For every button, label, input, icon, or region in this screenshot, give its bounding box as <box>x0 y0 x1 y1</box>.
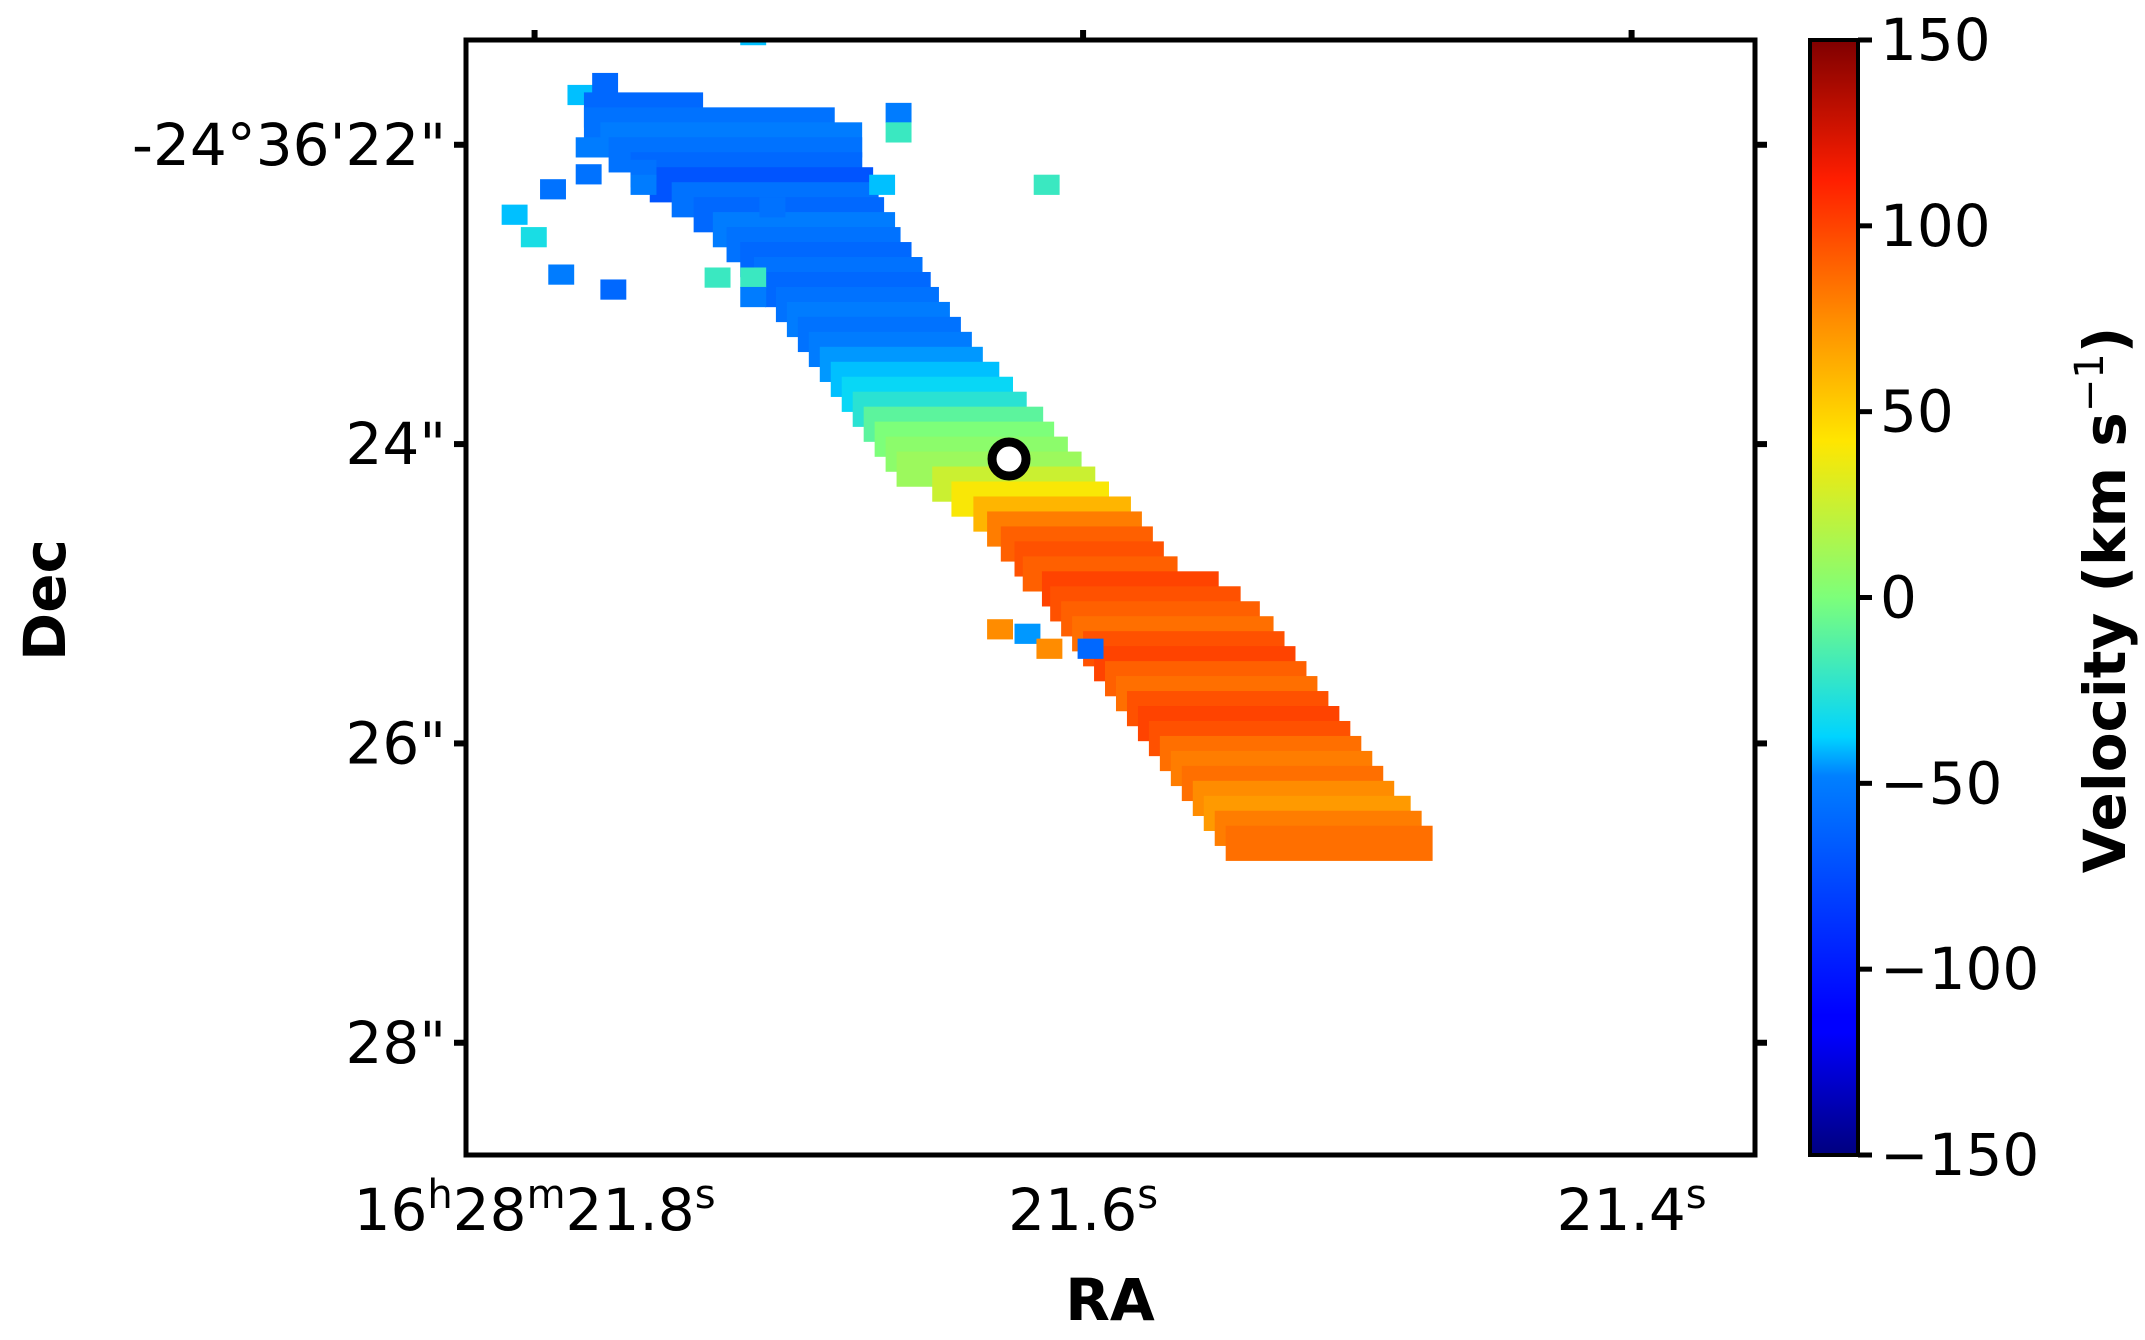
source-marker <box>987 437 1031 481</box>
x-tick-label-part: 21.4 <box>1557 1176 1686 1244</box>
x-tick-label-part: 16 <box>354 1176 428 1244</box>
velocity-pixel <box>501 204 528 225</box>
x-axis-title: RA <box>1065 1266 1155 1334</box>
colorbar-ticks: 150 100 50 0 −50 −100 −150 <box>1858 6 2039 1189</box>
x-tick-label-part: s <box>1137 1172 1158 1218</box>
y-tick-label: -24°36'22" <box>132 111 446 179</box>
colorbar-gradient <box>1808 38 1860 1157</box>
x-tick-label-part: 21.6 <box>1008 1176 1137 1244</box>
y-tick-label: 24" <box>346 410 446 478</box>
velocity-pixel <box>520 227 547 248</box>
velocity-pixel <box>704 267 731 288</box>
x-tick-label: 21.6s <box>1008 1172 1158 1244</box>
velocity-pixel-block <box>1225 825 1433 861</box>
colorbar-title-close: ) <box>2071 327 2139 354</box>
velocity-pixel <box>740 267 767 288</box>
x-tick-label: 16h28m21.8s <box>354 1172 716 1244</box>
x-tick-label-part: 28 <box>453 1176 527 1244</box>
velocity-pixel <box>759 197 786 218</box>
velocity-pixel <box>740 286 767 308</box>
velocity-pixel <box>885 102 912 124</box>
velocity-pixel <box>575 164 602 185</box>
colorbar-title-text: Velocity (km s <box>2071 412 2139 873</box>
velocity-pixel <box>630 174 657 195</box>
x-tick-label-part: s <box>695 1172 716 1218</box>
velocity-pixel <box>987 619 1014 640</box>
velocity-pixel <box>592 72 619 94</box>
velocity-pixel <box>600 279 627 300</box>
plot-frame <box>463 37 1758 1158</box>
colorbar-tick-label: −100 <box>1880 935 2039 1003</box>
velocity-pixel <box>869 174 896 195</box>
velocity-pixel <box>540 179 566 200</box>
velocity-pixel <box>740 40 767 46</box>
velocity-map <box>501 40 1433 861</box>
y-tick-label: 26" <box>346 709 446 777</box>
x-axis: 16h28m21.8s 21.6s 21.4s <box>354 30 1707 1244</box>
source-marker-circle <box>987 437 1031 481</box>
x-tick-label-part: s <box>1686 1172 1707 1218</box>
velocity-pixel <box>1014 623 1041 644</box>
velocity-pixel <box>1077 638 1104 659</box>
x-tick-label-part: h <box>427 1172 452 1218</box>
colorbar-tick-label: −150 <box>1880 1121 2039 1189</box>
x-tick-label-part: 21.8 <box>566 1176 695 1244</box>
velocity-pixel <box>548 264 575 285</box>
colorbar: 150 100 50 0 −50 −100 −150 Velocity (km s−1) <box>1808 6 2139 1189</box>
colorbar-title: Velocity (km s−1) <box>2067 327 2139 873</box>
colorbar-tick-label: −50 <box>1880 749 2002 817</box>
y-axis-title: Dec <box>11 539 79 661</box>
colorbar-tick-label: 50 <box>1880 378 1954 446</box>
x-tick-label-part: m <box>527 1172 566 1218</box>
colorbar-tick-label: 100 <box>1880 192 1991 260</box>
colorbar-title-exponent: −1 <box>2067 353 2113 412</box>
y-tick-label: 28" <box>346 1009 446 1077</box>
colorbar-tick-label: 150 <box>1880 6 1991 74</box>
x-tick-label: 21.4s <box>1557 1172 1707 1244</box>
velocity-pixel <box>885 122 912 143</box>
velocity-pixel <box>1033 174 1060 195</box>
y-axis: -24°36'22" 24" 26" 28" <box>132 111 1767 1077</box>
velocity-pixel <box>1036 638 1063 659</box>
colorbar-tick-label: 0 <box>1880 564 1917 632</box>
velocity-pixel <box>575 137 602 158</box>
